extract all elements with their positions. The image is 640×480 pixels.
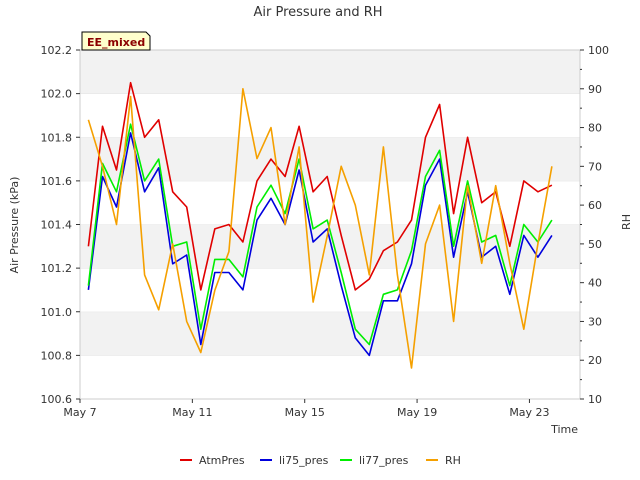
- y2-tick-label: 50: [588, 238, 602, 251]
- plot-area: [79, 49, 581, 400]
- y2-tick-label: 60: [588, 199, 602, 212]
- grid-band: [80, 50, 580, 94]
- y-tick-label: 101.2: [41, 262, 73, 275]
- x-axis-label: Time: [550, 423, 578, 436]
- x-tick-label: May 15: [285, 406, 325, 419]
- x-axis: May 7 May 11 May 15 May 19 May 23: [63, 399, 550, 419]
- y-tick-label: 100.8: [41, 349, 73, 362]
- grid-band: [80, 355, 580, 399]
- y-tick-label: 101.4: [41, 219, 73, 232]
- series-line-li77-pres: [87, 123, 553, 346]
- y2-tick-label: 40: [588, 277, 602, 290]
- x-tick-label: May 7: [63, 406, 96, 419]
- grid-bands: [80, 49, 580, 399]
- badge-box: [81, 31, 151, 51]
- x-tick-label: May 11: [172, 406, 212, 419]
- grid-band: [80, 311, 580, 356]
- x-tick-label: May 23: [509, 406, 549, 419]
- y2-tick-label: 30: [588, 315, 602, 328]
- grid-band: [80, 93, 580, 138]
- series-line-rh: [87, 88, 553, 369]
- y2-tick-label: 90: [588, 83, 602, 96]
- legend-label: RH: [445, 454, 461, 467]
- legend-label: li77_pres: [359, 454, 409, 467]
- y2-tick-label: 100: [588, 44, 609, 57]
- y-axis-right: 10 20 30 40 50 60 70 80 90 100: [580, 44, 609, 406]
- y-tick-label: 102.2: [41, 44, 73, 57]
- y2-axis-label: RH: [620, 214, 633, 230]
- y-tick-label: 101.8: [41, 131, 73, 144]
- chart-title: Air Pressure and RH: [253, 5, 382, 20]
- legend-label: li75_pres: [279, 454, 329, 467]
- badge: EE_mixed: [81, 31, 151, 51]
- y-tick-label: 100.6: [41, 393, 73, 406]
- y2-tick-label: 70: [588, 160, 602, 173]
- badge-label: EE_mixed: [87, 36, 145, 49]
- y-axis-left: 100.6 100.8 101.0 101.2 101.4 101.6 101.8 102.0…: [41, 44, 80, 406]
- legend-label: AtmPres: [199, 454, 245, 467]
- x-tick-label: May 19: [397, 406, 437, 419]
- y2-tick-label: 10: [588, 393, 602, 406]
- grid-band: [80, 268, 580, 312]
- series-line-atmpres: [87, 81, 553, 291]
- y2-tick-label: 80: [588, 122, 602, 135]
- y-tick-label: 101.6: [41, 175, 73, 188]
- y-tick-label: 101.0: [41, 306, 73, 319]
- legend: AtmPres li75_pres li77_pres RH: [180, 454, 461, 467]
- y-tick-label: 102.0: [41, 88, 73, 101]
- series-layer: [87, 81, 553, 369]
- y-axis-label: Air Pressure (kPa): [8, 177, 21, 274]
- y2-tick-label: 20: [588, 354, 602, 367]
